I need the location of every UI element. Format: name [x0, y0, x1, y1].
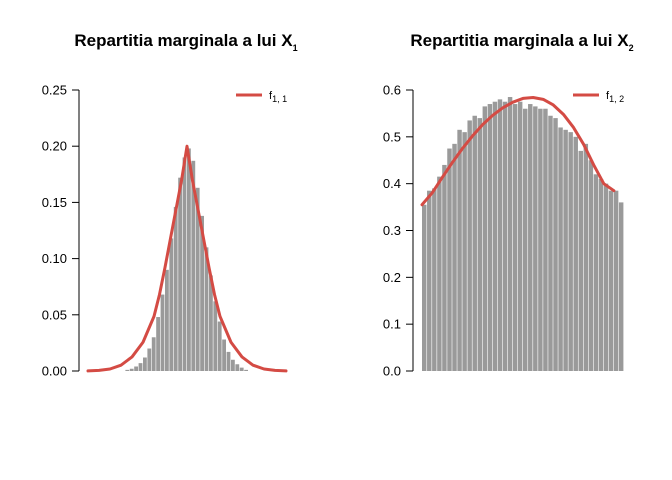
y-tick-label: 0.00 [42, 364, 67, 379]
histogram-bar [147, 348, 152, 371]
histogram-bar [129, 368, 134, 371]
panel-2-y-ticks: 0.0 0.1 0.2 0.3 0.4 0.5 0.6 [383, 83, 413, 379]
panel-2-legend-label: f1, 2 [606, 90, 624, 104]
histogram-bar [467, 120, 472, 371]
histogram-bar [608, 190, 614, 371]
histogram-bar [538, 108, 543, 371]
histogram-bar [507, 97, 513, 372]
y-tick-label: 0.5 [383, 129, 401, 144]
panel-2-histogram [422, 97, 624, 372]
histogram-bar [517, 101, 523, 371]
histogram-bar [548, 115, 553, 371]
histogram-bar [151, 337, 156, 371]
y-tick-label: 0.05 [42, 307, 67, 322]
panel-2-title: Repartitia marginala a lui X2 [410, 31, 633, 53]
histogram-bar [422, 204, 427, 371]
histogram-bar [583, 143, 589, 371]
histogram-bar [239, 367, 244, 371]
histogram-bar [222, 339, 226, 371]
histogram-bar [187, 148, 191, 371]
y-tick-label: 0.6 [383, 83, 401, 98]
histogram-bar [492, 101, 498, 371]
histogram-bar [578, 150, 583, 371]
panel-1-title: Repartitia marginala a lui X1 [74, 31, 297, 53]
panel-2-density-curve [420, 95, 616, 207]
histogram-bar [138, 363, 143, 371]
histogram-bar [512, 104, 518, 372]
y-tick-label: 0.2 [383, 270, 401, 285]
histogram-bar [244, 369, 248, 371]
panel-2-legend: f1, 2 [573, 90, 624, 104]
histogram-bar [598, 178, 604, 371]
y-tick-label: 0.1 [383, 317, 401, 332]
histogram-bar [217, 321, 222, 371]
histogram-bar [204, 247, 209, 371]
histogram-bar [528, 104, 533, 372]
histogram-bar [178, 177, 182, 371]
panel-1-legend: f1, 1 [236, 90, 287, 104]
histogram-bar [472, 115, 477, 371]
histogram-bar [134, 366, 138, 371]
histogram-bar [195, 187, 200, 371]
histogram-bar [568, 132, 573, 371]
y-tick-label: 0.20 [42, 139, 67, 154]
histogram-bar [169, 238, 174, 371]
histogram-bar [442, 164, 447, 371]
histogram-bar [613, 190, 619, 371]
histogram-bar [618, 202, 624, 371]
y-tick-label: 0.15 [42, 195, 67, 210]
panel-1-legend-label: f1, 1 [269, 90, 287, 104]
histogram-bar [125, 369, 130, 371]
histogram-bar [432, 188, 437, 371]
histogram-bar [462, 132, 467, 371]
histogram-bar [427, 190, 432, 371]
histogram-bar [235, 364, 240, 371]
histogram-bar [156, 317, 160, 371]
histogram-bar [487, 104, 493, 372]
histogram-bar [603, 183, 609, 371]
histogram-bar [452, 143, 457, 371]
histogram-bar [553, 118, 558, 371]
histogram-bar [160, 294, 165, 371]
histogram-bar [523, 108, 528, 371]
histogram-bar [173, 206, 178, 371]
histogram-bar [477, 118, 482, 371]
panel-2: Repartitia marginala a lui X2 0.00.10.20… [383, 31, 634, 379]
histogram-bar [502, 101, 508, 371]
histogram-bar [563, 129, 568, 371]
histogram-bar [482, 106, 488, 372]
histogram-bar [588, 160, 594, 371]
y-tick-label: 0.3 [383, 223, 401, 238]
panel-1: Repartitia marginala a lui X1 0.000.050.… [42, 31, 298, 379]
histogram-bar [497, 99, 503, 371]
y-tick-label: 0.4 [383, 176, 401, 191]
panel-1-histogram [125, 148, 248, 371]
histogram-bar [226, 351, 231, 371]
y-tick-label: 0.0 [383, 364, 401, 379]
histogram-bar [209, 275, 213, 371]
histogram-bar [231, 359, 235, 371]
histogram-bar [558, 127, 563, 371]
y-tick-label: 0.10 [42, 251, 67, 266]
histogram-bar [457, 129, 462, 371]
histogram-bar [191, 160, 196, 371]
histogram-bar [533, 106, 538, 372]
histogram-bar [200, 215, 204, 371]
y-tick-label: 0.25 [42, 83, 67, 98]
histogram-bar [447, 148, 452, 371]
histogram-bar [182, 157, 187, 371]
histogram-bar [543, 108, 548, 371]
histogram-bar [213, 301, 218, 371]
histogram-bar [593, 174, 599, 371]
histogram-bar [437, 176, 442, 371]
histogram-bar [573, 136, 578, 371]
histogram-bar [165, 269, 169, 371]
histogram-bar [143, 357, 147, 371]
panel-1-density-curve [86, 144, 288, 373]
panel-1-y-ticks: 0.00 0.05 0.10 0.15 0.20 0.25 [42, 83, 79, 379]
